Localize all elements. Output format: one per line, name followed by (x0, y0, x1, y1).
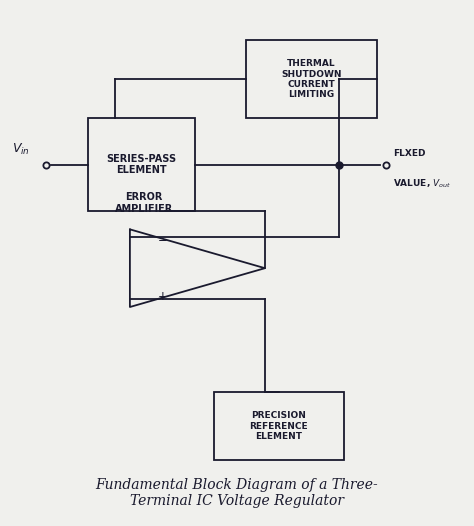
Text: $\mathit{V}_{in}$: $\mathit{V}_{in}$ (12, 142, 30, 157)
Text: FLXED: FLXED (393, 149, 426, 158)
Text: −: − (157, 234, 167, 247)
Text: Fundamental Block Diagram of a Three-
Terminal IC Voltage Regulator: Fundamental Block Diagram of a Three- Te… (96, 478, 378, 509)
Bar (246, 41, 377, 118)
Bar (214, 392, 344, 460)
Text: VALUE, $\mathit{V}_{out}$: VALUE, $\mathit{V}_{out}$ (393, 178, 451, 190)
Text: SERIES-PASS
ELEMENT: SERIES-PASS ELEMENT (107, 154, 177, 176)
Text: PRECISION
REFERENCE
ELEMENT: PRECISION REFERENCE ELEMENT (250, 411, 308, 441)
Text: THERMAL
SHUTDOWN
CURRENT
LIMITING: THERMAL SHUTDOWN CURRENT LIMITING (281, 59, 342, 99)
Text: ERROR
AMPLIFIER: ERROR AMPLIFIER (115, 192, 173, 214)
Bar (88, 118, 195, 211)
Text: +: + (157, 290, 167, 302)
